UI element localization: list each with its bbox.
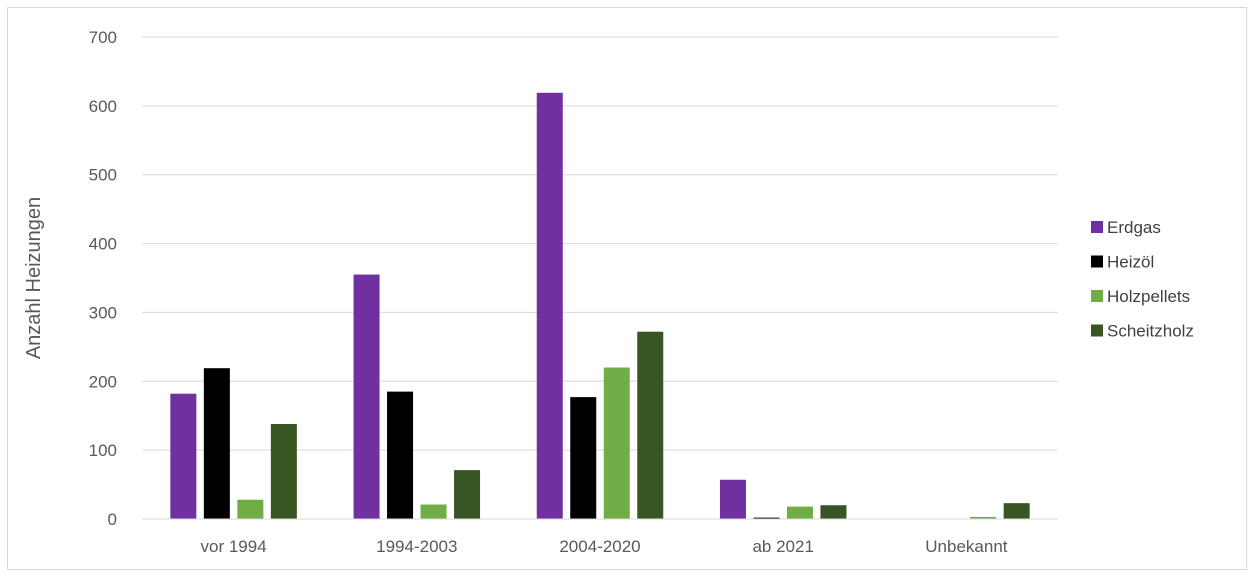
x-axis-ticks: vor 1994 1994-2003 2004-2020 ab 2021 Unbekan… (201, 537, 1008, 556)
bar-heizöl-1 (387, 391, 414, 519)
y-tick-label: 700 (89, 28, 117, 47)
legend: Erdgas Heizöl Holzpellets Scheitzholz (1091, 218, 1194, 341)
legend-swatch-scheitzholz (1091, 324, 1103, 337)
bar-holzpellets-2 (603, 367, 630, 519)
y-tick-label: 100 (89, 441, 117, 460)
y-axis-title: Anzahl Heizungen (23, 197, 45, 359)
x-tick-label: ab 2021 (752, 537, 813, 556)
x-tick-label: vor 1994 (201, 537, 267, 556)
x-tick-label: Unbekannt (925, 537, 1008, 556)
y-tick-label: 200 (89, 372, 117, 391)
legend-label-holzpellets: Holzpellets (1107, 287, 1190, 306)
bar-scheitzholz-1 (454, 470, 481, 519)
x-tick-label: 2004-2020 (559, 537, 640, 556)
legend-label-heizöl: Heizöl (1107, 253, 1154, 272)
y-tick-label: 500 (89, 166, 117, 185)
bar-heizöl-3 (753, 517, 780, 519)
legend-swatch-holzpellets (1091, 290, 1103, 302)
bar-erdgas-3 (719, 479, 746, 519)
bar-scheitzholz-4 (1003, 503, 1030, 519)
legend-label-scheitzholz: Scheitzholz (1107, 322, 1194, 341)
legend-label-erdgas: Erdgas (1107, 218, 1161, 237)
y-axis-ticks: 0 100 200 300 400 500 600 700 (89, 28, 117, 529)
x-tick-label: 1994-2003 (376, 537, 457, 556)
bar-holzpellets-0 (237, 499, 264, 519)
y-tick-label: 0 (108, 510, 117, 529)
bars (170, 92, 1030, 519)
bar-scheitzholz-2 (637, 331, 664, 519)
bar-erdgas-0 (170, 393, 197, 519)
legend-swatch-erdgas (1091, 221, 1103, 233)
bar-holzpellets-3 (786, 506, 813, 519)
y-tick-label: 400 (89, 235, 117, 254)
legend-swatch-heizöl (1091, 255, 1103, 268)
bar-heizöl-2 (570, 397, 597, 519)
bar-scheitzholz-0 (270, 423, 297, 519)
bar-erdgas-2 (536, 92, 563, 519)
y-tick-label: 600 (89, 97, 117, 116)
gridlines (142, 36, 1058, 451)
bar-holzpellets-1 (420, 504, 447, 519)
bar-holzpellets-4 (970, 516, 997, 519)
bar-heizöl-0 (203, 368, 230, 519)
bar-scheitzholz-3 (820, 505, 847, 519)
bar-erdgas-1 (353, 274, 380, 519)
y-tick-label: 300 (89, 303, 117, 322)
